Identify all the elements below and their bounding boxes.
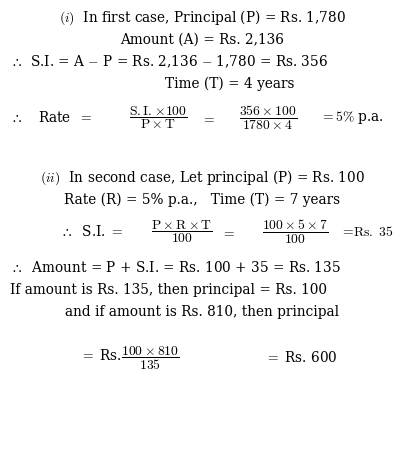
Text: $=$ Rs.$\dfrac{100\times810}{135}$: $=$ Rs.$\dfrac{100\times810}{135}$ <box>80 344 179 371</box>
Text: $\therefore$: $\therefore$ <box>10 111 22 125</box>
Text: If amount is Rs. 135, then principal = Rs. 100: If amount is Rs. 135, then principal = R… <box>10 283 327 297</box>
Text: and if amount is Rs. 810, then principal: and if amount is Rs. 810, then principal <box>65 305 339 319</box>
Text: $=$: $=$ <box>221 225 235 239</box>
Text: $\therefore$: $\therefore$ <box>10 55 22 69</box>
Text: $(\mathit{ii})$  In second case, Let principal (P) = Rs. 100: $(\mathit{ii})$ In second case, Let prin… <box>40 169 364 187</box>
Text: $\dfrac{\mathrm{P}\times\mathrm{R}\times\mathrm{T}}{100}$: $\dfrac{\mathrm{P}\times\mathrm{R}\times… <box>151 219 213 245</box>
Text: $=$: $=$ <box>201 111 215 125</box>
Text: $(\mathit{i})$  In first case, Principal (P) = Rs. 1,780: $(\mathit{i})$ In first case, Principal … <box>59 8 345 27</box>
Text: $=\!\mathrm{Rs.}\ 35$: $=\!\mathrm{Rs.}\ 35$ <box>340 225 394 239</box>
Text: $\dfrac{100\times5\times7}{100}$: $\dfrac{100\times5\times7}{100}$ <box>262 219 328 246</box>
Text: $= 5\%$ p.a.: $= 5\%$ p.a. <box>320 110 384 126</box>
Text: $=$ Rs. 600: $=$ Rs. 600 <box>265 350 338 365</box>
Text: Time (T) = 4 years: Time (T) = 4 years <box>165 77 294 91</box>
Text: S.I. = A $-$ P = Rs. 2,136 $-$ 1,780 = Rs. 356: S.I. = A $-$ P = Rs. 2,136 $-$ 1,780 = R… <box>30 54 328 70</box>
Text: $\dfrac{\mathrm{S.I.}\!\times\!100}{\mathrm{P}\times\mathrm{T}}$: $\dfrac{\mathrm{S.I.}\!\times\!100}{\mat… <box>129 105 187 131</box>
Text: Rate (R) = 5% p.a.,   Time (T) = 7 years: Rate (R) = 5% p.a., Time (T) = 7 years <box>64 193 340 207</box>
Text: $\therefore$  Amount = P + S.I. = Rs. 100 + 35 = Rs. 135: $\therefore$ Amount = P + S.I. = Rs. 100… <box>10 260 341 275</box>
Text: Amount (A) = Rs. 2,136: Amount (A) = Rs. 2,136 <box>120 33 284 47</box>
Text: Rate  $=$: Rate $=$ <box>38 110 93 125</box>
Text: $\therefore$  S.I. $=$: $\therefore$ S.I. $=$ <box>60 225 124 240</box>
Text: $\dfrac{356\times100}{1780\times4}$: $\dfrac{356\times100}{1780\times4}$ <box>239 104 297 131</box>
